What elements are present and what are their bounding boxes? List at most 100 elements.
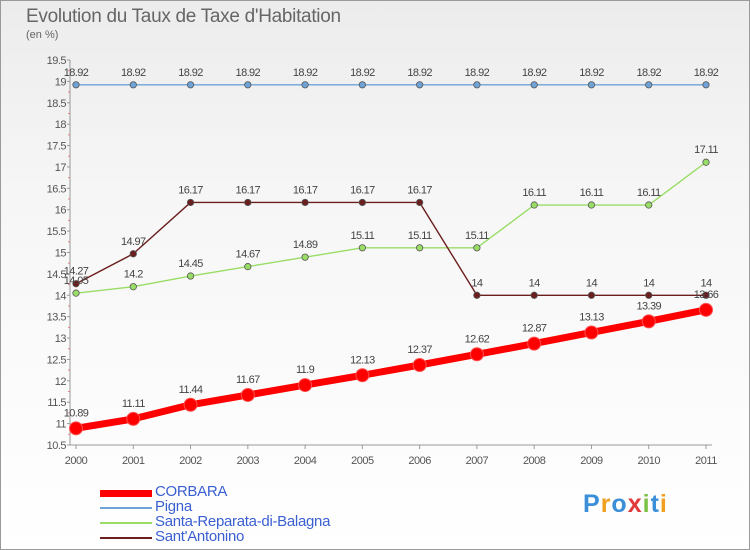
- data-label: 14.67: [236, 249, 261, 261]
- data-point: [699, 302, 713, 317]
- data-point: [355, 368, 370, 383]
- data-label: 16.17: [236, 184, 261, 196]
- data-point: [702, 81, 710, 89]
- y-tick-label: 17: [55, 162, 67, 174]
- x-tick-label: 2004: [294, 455, 317, 467]
- x-tick-label: 2009: [580, 455, 603, 467]
- data-point: [527, 336, 542, 351]
- data-label: 15.11: [408, 230, 432, 242]
- data-point: [129, 250, 137, 258]
- data-label: 11.11: [122, 398, 145, 410]
- data-point: [301, 81, 309, 89]
- logo-letter: o: [611, 490, 628, 518]
- chart-axes: 10.5 11 11.5 12 12.5 13 13.5 14 14.5 15 15.5 16 16.5…: [47, 55, 718, 467]
- data-label: 12.13: [350, 354, 375, 366]
- legend-swatch: [100, 489, 152, 497]
- data-label: 14: [529, 277, 541, 289]
- legend-swatch: [100, 522, 152, 524]
- y-tick-label: 18.5: [47, 98, 67, 110]
- chart-points: [69, 81, 713, 436]
- data-point: [645, 201, 653, 209]
- data-label: 10.89: [64, 407, 89, 419]
- data-label: 18.92: [579, 67, 604, 79]
- chart-series: [75, 84, 707, 432]
- data-point: [587, 81, 596, 89]
- y-tick-label: 16: [55, 205, 67, 217]
- data-point: [72, 81, 80, 89]
- series-line-santa-reparata-di-balagna: [75, 161, 707, 294]
- data-point: [469, 347, 484, 362]
- data-label: 14: [643, 277, 655, 289]
- y-tick-label: 15.5: [47, 226, 67, 238]
- data-label: 17.11: [694, 144, 718, 156]
- data-label: 16.17: [350, 184, 375, 196]
- proxiti-logo: Proxiti: [583, 490, 668, 519]
- data-point: [129, 283, 137, 291]
- x-tick-label: 2007: [466, 455, 489, 467]
- data-point: [587, 201, 596, 209]
- legend-label: CORBARA: [155, 483, 228, 500]
- y-tick-label: 19: [55, 76, 67, 88]
- logo-letter: x: [627, 490, 643, 518]
- data-point: [129, 81, 137, 89]
- data-point: [416, 198, 424, 207]
- series-line-sant-antonino: [75, 201, 706, 296]
- data-label: 13.39: [636, 300, 661, 312]
- data-point: [412, 358, 427, 373]
- logo-letter: P: [583, 490, 601, 518]
- data-point: [530, 81, 538, 89]
- y-tick-label: 12: [55, 376, 67, 388]
- data-label: 13.66: [694, 289, 719, 301]
- y-tick-label: 15: [55, 248, 67, 260]
- data-label: 14.97: [121, 236, 146, 248]
- y-tick-label: 18: [55, 119, 67, 131]
- x-tick-label: 2008: [523, 455, 546, 467]
- chart-subtitle: (en %): [26, 29, 59, 41]
- x-tick-label: 2010: [637, 455, 660, 467]
- data-point: [240, 387, 255, 402]
- data-label: 18.92: [636, 67, 661, 79]
- data-point: [584, 325, 599, 340]
- y-tick-label: 13: [55, 333, 67, 345]
- data-label: 18.92: [407, 67, 432, 79]
- y-tick-label: 13.5: [47, 312, 67, 324]
- data-label: 18.92: [293, 67, 318, 79]
- data-label: 18.92: [64, 67, 89, 79]
- data-label: 18.92: [465, 67, 490, 79]
- data-label: 11.67: [236, 374, 260, 386]
- data-point: [358, 198, 366, 207]
- data-label: 16.17: [178, 184, 203, 196]
- data-label: 14.05: [64, 275, 89, 287]
- data-label: 18.92: [236, 67, 261, 79]
- logo-letter: r: [600, 490, 612, 518]
- legend-swatch: [100, 537, 152, 539]
- data-point: [301, 253, 309, 261]
- data-point: [473, 81, 481, 89]
- data-point: [587, 291, 596, 299]
- data-label: 16.17: [293, 184, 318, 196]
- y-tick-label: 12.5: [47, 354, 67, 366]
- y-tick-label: 16.5: [47, 183, 67, 195]
- logo-letter: i: [642, 490, 651, 518]
- data-point: [298, 378, 313, 393]
- data-point: [358, 244, 366, 252]
- data-label: 11.9: [296, 364, 315, 376]
- data-point: [416, 244, 424, 252]
- data-point: [473, 244, 481, 252]
- y-tick-label: 10.5: [47, 440, 67, 452]
- x-tick-label: 2011: [695, 455, 717, 467]
- data-label: 16.11: [637, 187, 661, 199]
- series-line-corbara: [75, 306, 707, 432]
- data-label: 16.17: [407, 184, 432, 196]
- data-label: 13.13: [579, 311, 604, 323]
- data-label: 12.87: [522, 323, 547, 335]
- legend-swatch: [100, 507, 152, 509]
- data-point: [473, 291, 481, 299]
- data-label: 18.92: [694, 67, 719, 79]
- chart-data-labels: 18.92 18.92 18.92 18.92 18.92 18.92 18.92 18.92…: [64, 67, 720, 420]
- y-tick-label: 19.5: [47, 55, 67, 67]
- data-point: [72, 289, 80, 297]
- data-label: 11.44: [179, 384, 203, 396]
- chart-title: Evolution du Taux de Taxe d'Habitation: [26, 6, 341, 27]
